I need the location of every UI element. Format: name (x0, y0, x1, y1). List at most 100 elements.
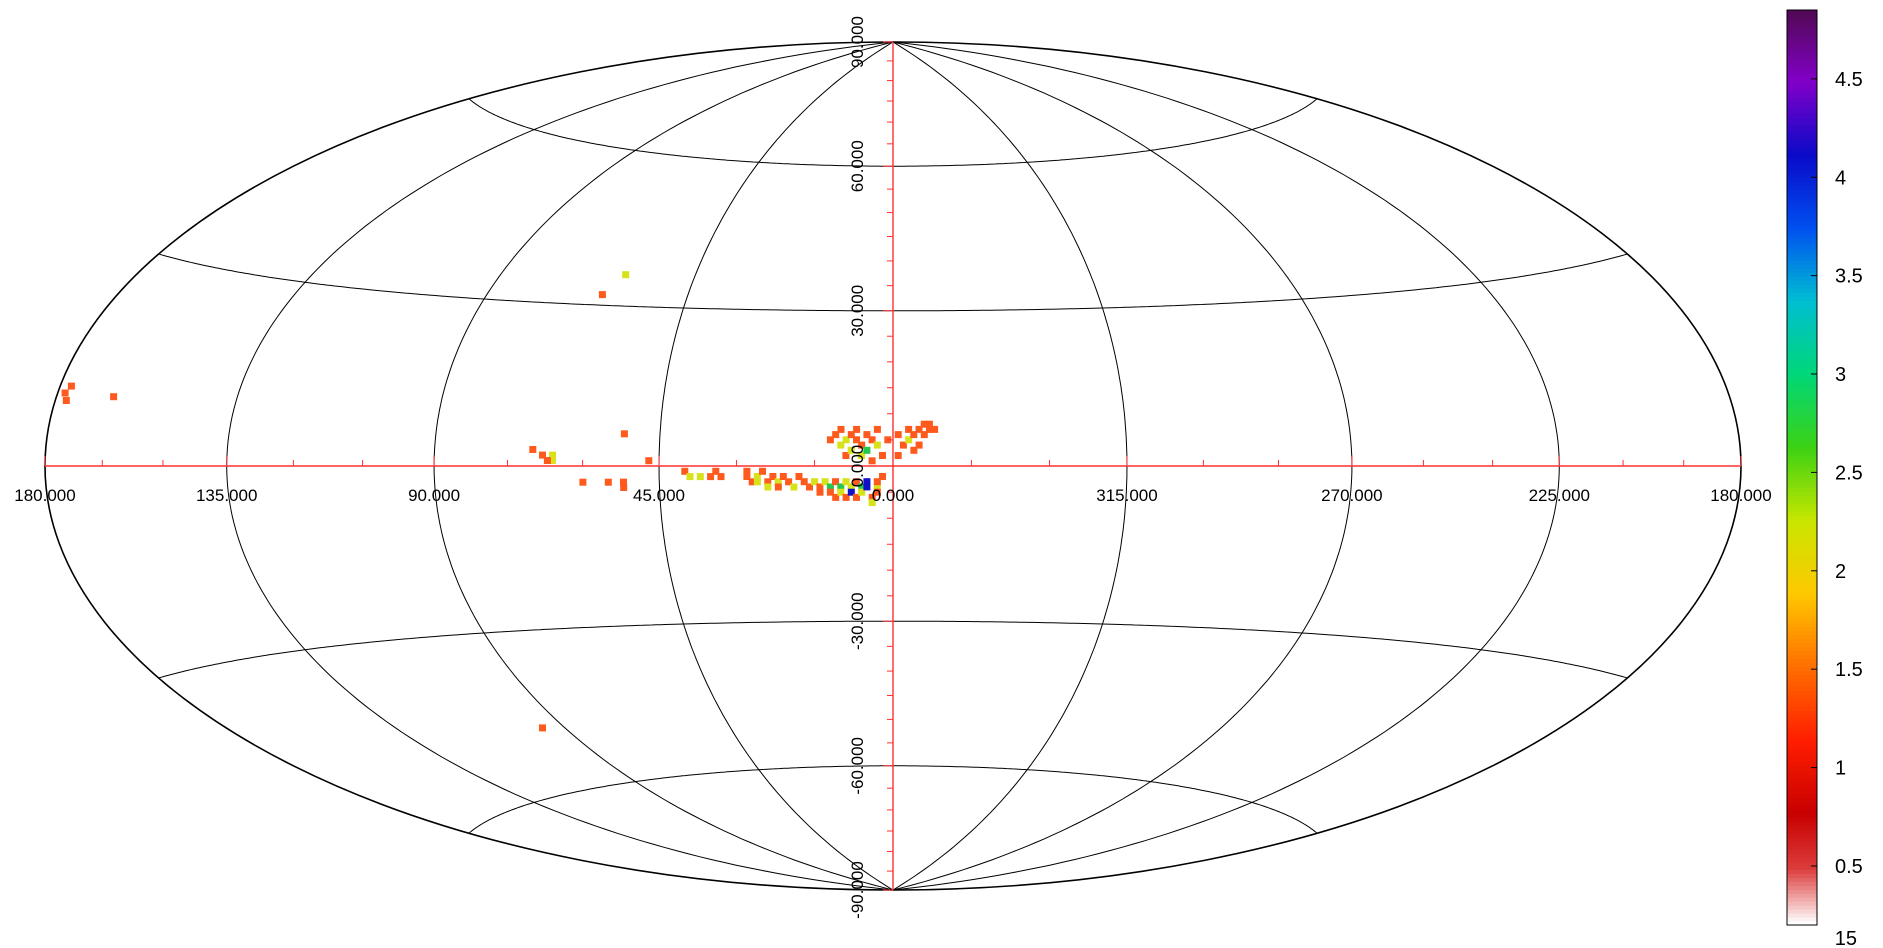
map-pixel (769, 473, 777, 480)
map-pixel (604, 478, 612, 486)
colorbar-segment (1787, 670, 1817, 675)
tick-labels: 180.000 135.000 90.000 45.000 0.000 315.000 27… (14, 16, 1771, 919)
map-pixel (905, 436, 913, 444)
map-pixel (920, 420, 928, 428)
map-pixel (529, 446, 537, 453)
colorbar-segment (1787, 515, 1817, 520)
map-pixel (61, 389, 69, 397)
colorbar-segment (1787, 769, 1817, 775)
map-pixel (539, 724, 546, 732)
map-pixel (837, 425, 845, 433)
colorbar-segment (1787, 17, 1817, 23)
map-pixel (800, 478, 808, 486)
colorbar-segment (1787, 606, 1817, 612)
colorbar-segment (1787, 368, 1817, 373)
colorbar-segment (1787, 73, 1817, 79)
colorbar-segment (1787, 785, 1817, 791)
colorbar-segment (1787, 399, 1817, 405)
map-pixel (774, 478, 782, 486)
lon-tick-label: 180.000 (14, 486, 75, 505)
colorbar-segment (1787, 483, 1817, 488)
map-pixel (931, 425, 939, 433)
colorbar-segment (1787, 761, 1817, 767)
colorbar-segment (1787, 53, 1817, 59)
colorbar-segment (1787, 45, 1817, 51)
colorbar-segment (1787, 654, 1817, 660)
colorbar-segment (1787, 407, 1817, 413)
colorbar-segment (1787, 193, 1817, 198)
colorbar-segment (1787, 781, 1817, 787)
colorbar-segment (1787, 753, 1817, 759)
map-pixel (832, 493, 840, 501)
colorbar-segment (1787, 149, 1817, 154)
map-pixel (826, 488, 834, 496)
colorbar-segment (1787, 220, 1817, 226)
lon-tick-label: 90.000 (408, 486, 460, 505)
colorbar: 4.5 4 3.5 3 2.5 2 1.5 1 0.5 15 (1786, 9, 1863, 948)
map-pixel (899, 441, 907, 449)
colorbar-segment (1787, 308, 1817, 313)
colorbar-segment (1787, 742, 1817, 747)
lon-tick-label: 135.000 (196, 486, 257, 505)
colorbar-segment (1787, 395, 1817, 401)
map-pixel (743, 473, 751, 480)
map-pixel (753, 478, 761, 486)
map-pixel (696, 473, 704, 481)
colorbar-segment (1787, 216, 1817, 222)
colorbar-segment (1787, 702, 1817, 707)
colorbar-segment (1787, 706, 1817, 711)
colorbar-segment (1787, 853, 1817, 858)
map-pixel (879, 473, 886, 480)
map-pixel (868, 457, 876, 465)
map-pixel (712, 467, 720, 475)
colorbar-segment (1787, 562, 1817, 568)
colorbar-segment (1787, 423, 1817, 429)
colorbar-segment (1787, 463, 1817, 469)
colorbar-segment (1787, 710, 1817, 715)
colorbar-tick-label: 4 (1835, 167, 1846, 189)
colorbar-segment (1787, 153, 1817, 158)
colorbar-segment (1787, 523, 1817, 528)
map-pixel (873, 488, 881, 496)
colorbar-segment (1787, 773, 1817, 779)
colorbar-segment (1787, 519, 1817, 524)
colorbar-segment (1787, 539, 1817, 544)
colorbar-segment (1787, 121, 1817, 126)
colorbar-segment (1787, 698, 1817, 703)
colorbar-segment (1787, 590, 1817, 596)
map-pixel (868, 493, 876, 501)
colorbar-segment (1787, 49, 1817, 55)
colorbar-segment (1787, 582, 1817, 588)
lon-tick-label: 45.000 (633, 486, 685, 505)
map-pixel (925, 425, 933, 433)
colorbar-segment (1787, 809, 1817, 815)
lat-tick-label: 90.000 (848, 16, 867, 68)
colorbar-segment (1787, 240, 1817, 246)
map-pixel (915, 425, 923, 433)
map-pixel (842, 478, 850, 486)
colorbar-segment (1787, 610, 1817, 616)
colorbar-tick-label: 0.5 (1835, 856, 1863, 878)
colorbar-segment (1787, 252, 1817, 258)
colorbar-segment (1787, 511, 1817, 516)
colorbar-segment (1787, 129, 1817, 134)
colorbar-segment (1787, 340, 1817, 345)
map-pixel (816, 483, 824, 491)
colorbar-segment (1787, 280, 1817, 286)
colorbar-tick-label: 3 (1835, 364, 1846, 386)
map-pixel (821, 478, 829, 486)
colorbar-segment (1787, 801, 1817, 807)
lon-tick-label: 180.000 (1710, 486, 1771, 505)
colorbar-segment (1787, 865, 1817, 870)
colorbar-segment (1787, 690, 1817, 695)
colorbar-footer-label: 15 (1835, 928, 1857, 948)
colorbar-segment (1787, 634, 1817, 640)
colorbar-segment (1787, 208, 1817, 214)
colorbar-segment (1787, 300, 1817, 305)
colorbar-segment (1787, 527, 1817, 532)
colorbar-segment (1787, 694, 1817, 699)
colorbar-segment (1787, 682, 1817, 687)
colorbar-segment (1787, 881, 1817, 886)
colorbar-segment (1787, 69, 1817, 75)
map-pixel (717, 473, 725, 481)
